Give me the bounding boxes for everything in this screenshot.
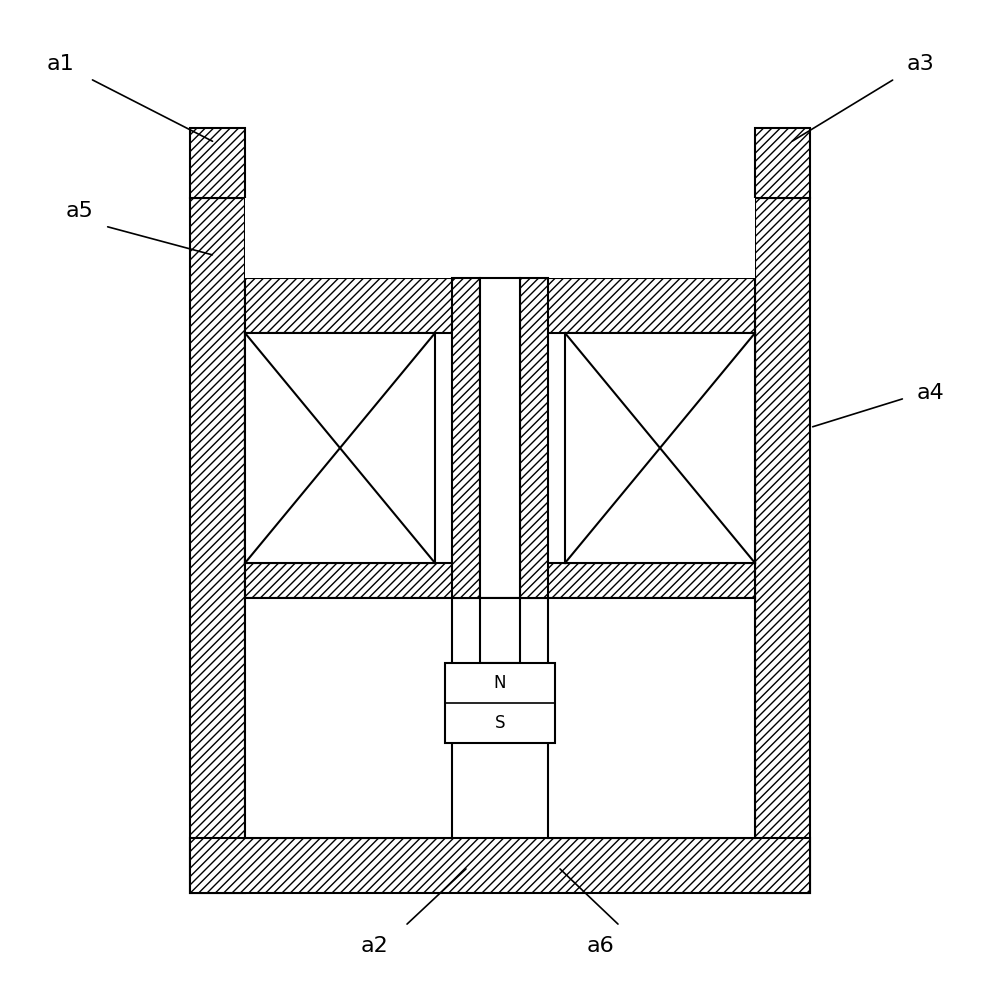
- Bar: [245, 598, 452, 838]
- Text: N: N: [494, 674, 506, 692]
- Bar: [480, 598, 520, 663]
- Text: a5: a5: [66, 202, 94, 221]
- Text: S: S: [495, 714, 505, 732]
- Bar: [565, 333, 755, 563]
- Bar: [245, 563, 755, 598]
- Bar: [445, 663, 555, 743]
- Bar: [245, 333, 435, 563]
- Bar: [452, 278, 480, 598]
- Text: a2: a2: [361, 936, 389, 955]
- Text: a6: a6: [586, 936, 614, 955]
- Bar: [245, 278, 755, 333]
- Bar: [520, 278, 548, 598]
- Bar: [755, 198, 810, 893]
- Bar: [190, 198, 245, 893]
- Text: a4: a4: [916, 383, 944, 403]
- Bar: [480, 278, 520, 598]
- Bar: [190, 128, 245, 198]
- Bar: [190, 838, 810, 893]
- Bar: [755, 128, 810, 198]
- Text: a1: a1: [46, 54, 74, 74]
- Text: a3: a3: [906, 54, 934, 74]
- Bar: [548, 598, 755, 838]
- Bar: [245, 198, 755, 278]
